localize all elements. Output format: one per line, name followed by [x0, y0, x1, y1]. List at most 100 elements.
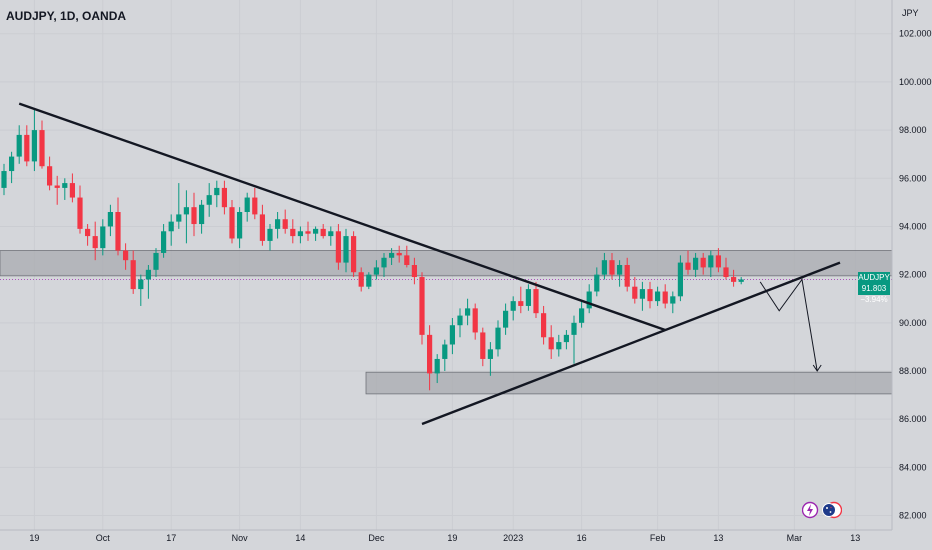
candle[interactable]	[343, 228, 349, 273]
candle[interactable]	[199, 199, 205, 234]
candle[interactable]	[472, 303, 478, 340]
candle[interactable]	[548, 325, 554, 359]
candle[interactable]	[161, 224, 167, 258]
candle[interactable]	[297, 226, 303, 244]
candle[interactable]	[1, 163, 7, 196]
candle[interactable]	[715, 248, 721, 273]
candle[interactable]	[153, 248, 159, 278]
candle[interactable]	[244, 192, 250, 222]
candle[interactable]	[541, 305, 547, 345]
candle[interactable]	[328, 226, 334, 246]
candle[interactable]	[510, 296, 516, 321]
candle[interactable]	[685, 250, 691, 275]
candle[interactable]	[609, 252, 615, 280]
candle[interactable]	[9, 151, 15, 184]
candle[interactable]	[252, 187, 258, 220]
candle[interactable]	[632, 277, 638, 304]
candle[interactable]	[396, 245, 402, 263]
candle[interactable]	[411, 257, 417, 285]
candle[interactable]	[100, 219, 106, 256]
candle[interactable]	[495, 320, 501, 357]
candle[interactable]	[404, 245, 410, 268]
candle[interactable]	[54, 175, 60, 205]
candle[interactable]	[693, 252, 699, 278]
candle[interactable]	[92, 221, 98, 261]
candle[interactable]	[579, 301, 585, 328]
candle[interactable]	[335, 224, 341, 270]
candle[interactable]	[525, 284, 531, 311]
candle[interactable]	[373, 260, 379, 280]
candle[interactable]	[518, 286, 524, 314]
candle[interactable]	[320, 224, 326, 239]
candle[interactable]	[305, 221, 311, 241]
candle[interactable]	[708, 250, 714, 278]
candle[interactable]	[639, 281, 645, 311]
candle[interactable]	[571, 315, 577, 364]
candle[interactable]	[107, 204, 113, 237]
candle[interactable]	[662, 284, 668, 309]
candle[interactable]	[366, 272, 372, 290]
candle[interactable]	[282, 209, 288, 234]
candle[interactable]	[655, 286, 661, 306]
candle[interactable]	[69, 173, 75, 203]
candle[interactable]	[176, 183, 182, 229]
candle[interactable]	[168, 214, 174, 246]
lightning-icon[interactable]	[801, 501, 819, 519]
candle[interactable]	[465, 298, 471, 326]
candle[interactable]	[62, 178, 68, 200]
candle[interactable]	[259, 204, 265, 246]
candle[interactable]	[237, 207, 243, 249]
candle[interactable]	[700, 252, 706, 275]
candle[interactable]	[624, 257, 630, 292]
candle[interactable]	[480, 327, 486, 367]
candle[interactable]	[601, 252, 607, 280]
candle[interactable]	[191, 192, 197, 237]
candle[interactable]	[138, 274, 144, 306]
candle[interactable]	[617, 260, 623, 287]
candle[interactable]	[206, 183, 212, 217]
candle[interactable]	[427, 325, 433, 391]
candle[interactable]	[123, 243, 129, 270]
candle[interactable]	[221, 180, 227, 215]
candle[interactable]	[115, 197, 121, 256]
candle[interactable]	[533, 281, 539, 318]
candle[interactable]	[77, 185, 83, 234]
candle[interactable]	[677, 255, 683, 302]
candle[interactable]	[487, 342, 493, 376]
candle[interactable]	[389, 248, 395, 265]
candle[interactable]	[85, 224, 91, 246]
candle[interactable]	[290, 219, 296, 244]
candle[interactable]	[457, 308, 463, 338]
candle[interactable]	[419, 272, 425, 345]
candle[interactable]	[267, 224, 273, 251]
downtrend-line[interactable]	[18, 102, 666, 332]
candle[interactable]	[313, 226, 319, 241]
candle[interactable]	[16, 125, 22, 164]
candle[interactable]	[214, 180, 220, 208]
candle[interactable]	[145, 265, 151, 299]
candle[interactable]	[130, 250, 136, 294]
candle[interactable]	[39, 120, 45, 169]
candle[interactable]	[229, 199, 235, 244]
candle[interactable]	[183, 190, 189, 244]
candle[interactable]	[594, 267, 600, 297]
candle[interactable]	[556, 334, 562, 357]
candle[interactable]	[731, 269, 737, 287]
candle[interactable]	[723, 257, 729, 280]
candle[interactable]	[586, 284, 592, 314]
projection-path[interactable]	[759, 278, 818, 372]
australia-flag-icon[interactable]	[822, 501, 843, 519]
candle[interactable]	[647, 281, 653, 309]
candle[interactable]	[442, 339, 448, 371]
candle[interactable]	[47, 156, 53, 191]
candle[interactable]	[503, 303, 509, 335]
candle[interactable]	[449, 318, 455, 355]
candle[interactable]	[670, 291, 676, 314]
candle[interactable]	[358, 267, 364, 292]
candle[interactable]	[563, 330, 569, 350]
candle[interactable]	[381, 252, 387, 278]
candle[interactable]	[31, 108, 37, 172]
candle[interactable]	[434, 354, 440, 384]
uptrend-line[interactable]	[421, 261, 841, 426]
